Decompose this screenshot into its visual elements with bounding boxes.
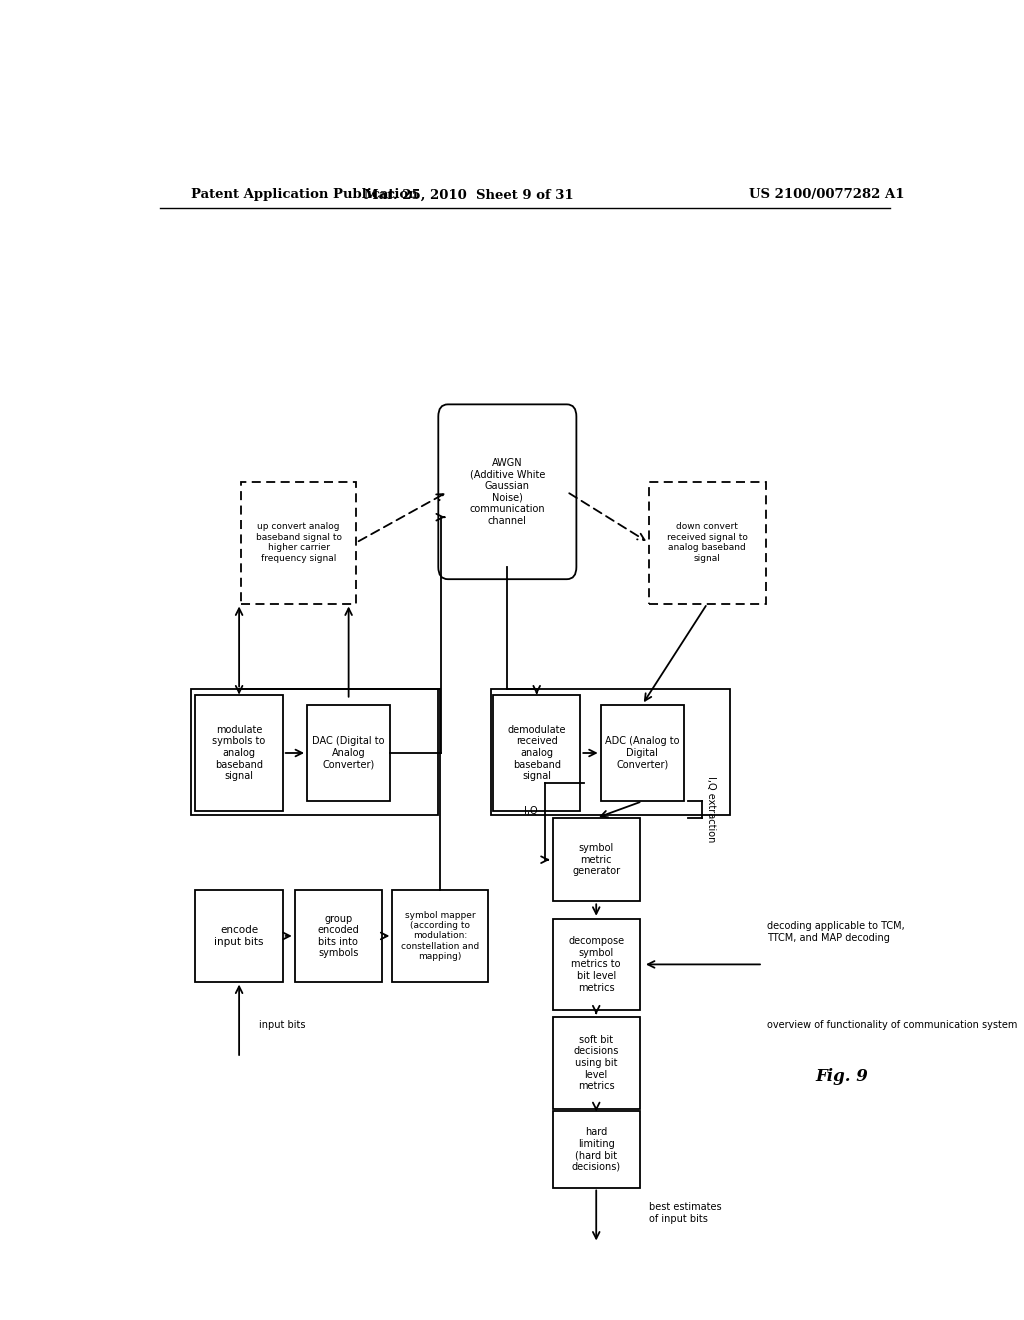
Text: soft bit
decisions
using bit
level
metrics: soft bit decisions using bit level metri… — [573, 1035, 618, 1092]
Text: hard
limiting
(hard bit
decisions): hard limiting (hard bit decisions) — [571, 1127, 621, 1172]
Text: I,Q extraction: I,Q extraction — [707, 776, 716, 843]
Text: encode
input bits: encode input bits — [214, 925, 264, 946]
Text: Fig. 9: Fig. 9 — [816, 1068, 868, 1085]
Bar — [494, 694, 581, 812]
Text: decoding applicable to TCM,
TTCM, and MAP decoding: decoding applicable to TCM, TTCM, and MA… — [767, 921, 904, 942]
Text: AWGN
(Additive White
Gaussian
Noise)
communication
channel: AWGN (Additive White Gaussian Noise) com… — [470, 458, 545, 525]
Bar — [553, 1111, 640, 1188]
Text: demodulate
received
analog
baseband
signal: demodulate received analog baseband sign… — [508, 725, 566, 781]
Bar — [196, 694, 283, 812]
Text: group
encoded
bits into
symbols: group encoded bits into symbols — [317, 913, 359, 958]
Text: decompose
symbol
metrics to
bit level
metrics: decompose symbol metrics to bit level me… — [568, 936, 625, 993]
Bar — [392, 890, 487, 982]
Bar — [553, 818, 640, 902]
Text: overview of functionality of communication system: overview of functionality of communicati… — [767, 1020, 1017, 1031]
Text: symbol mapper
(according to
modulation:
constellation and
mapping): symbol mapper (according to modulation: … — [400, 911, 479, 961]
Text: symbol
metric
generator: symbol metric generator — [572, 843, 621, 876]
Text: Patent Application Publication: Patent Application Publication — [191, 189, 418, 202]
Text: up convert analog
baseband signal to
higher carrier
frequency signal: up convert analog baseband signal to hig… — [256, 523, 342, 562]
Text: modulate
symbols to
analog
baseband
signal: modulate symbols to analog baseband sign… — [212, 725, 266, 781]
Text: down convert
received signal to
analog baseband
signal: down convert received signal to analog b… — [667, 523, 748, 562]
Text: input bits: input bits — [259, 1020, 305, 1031]
Text: DAC (Digital to
Analog
Converter): DAC (Digital to Analog Converter) — [312, 737, 385, 770]
FancyBboxPatch shape — [648, 482, 766, 603]
Text: I,Q: I,Q — [523, 807, 538, 817]
Bar — [295, 890, 382, 982]
Bar — [492, 689, 729, 814]
Bar — [196, 890, 283, 982]
Bar — [601, 705, 684, 801]
Bar — [307, 705, 390, 801]
Bar — [553, 1018, 640, 1109]
FancyBboxPatch shape — [438, 404, 577, 579]
Bar — [191, 689, 437, 814]
Text: best estimates
of input bits: best estimates of input bits — [649, 1203, 722, 1224]
FancyBboxPatch shape — [241, 482, 356, 603]
Text: US 2100/0077282 A1: US 2100/0077282 A1 — [749, 189, 904, 202]
Bar — [553, 919, 640, 1010]
Text: Mar. 25, 2010  Sheet 9 of 31: Mar. 25, 2010 Sheet 9 of 31 — [365, 189, 574, 202]
Text: ADC (Analog to
Digital
Converter): ADC (Analog to Digital Converter) — [605, 737, 680, 770]
